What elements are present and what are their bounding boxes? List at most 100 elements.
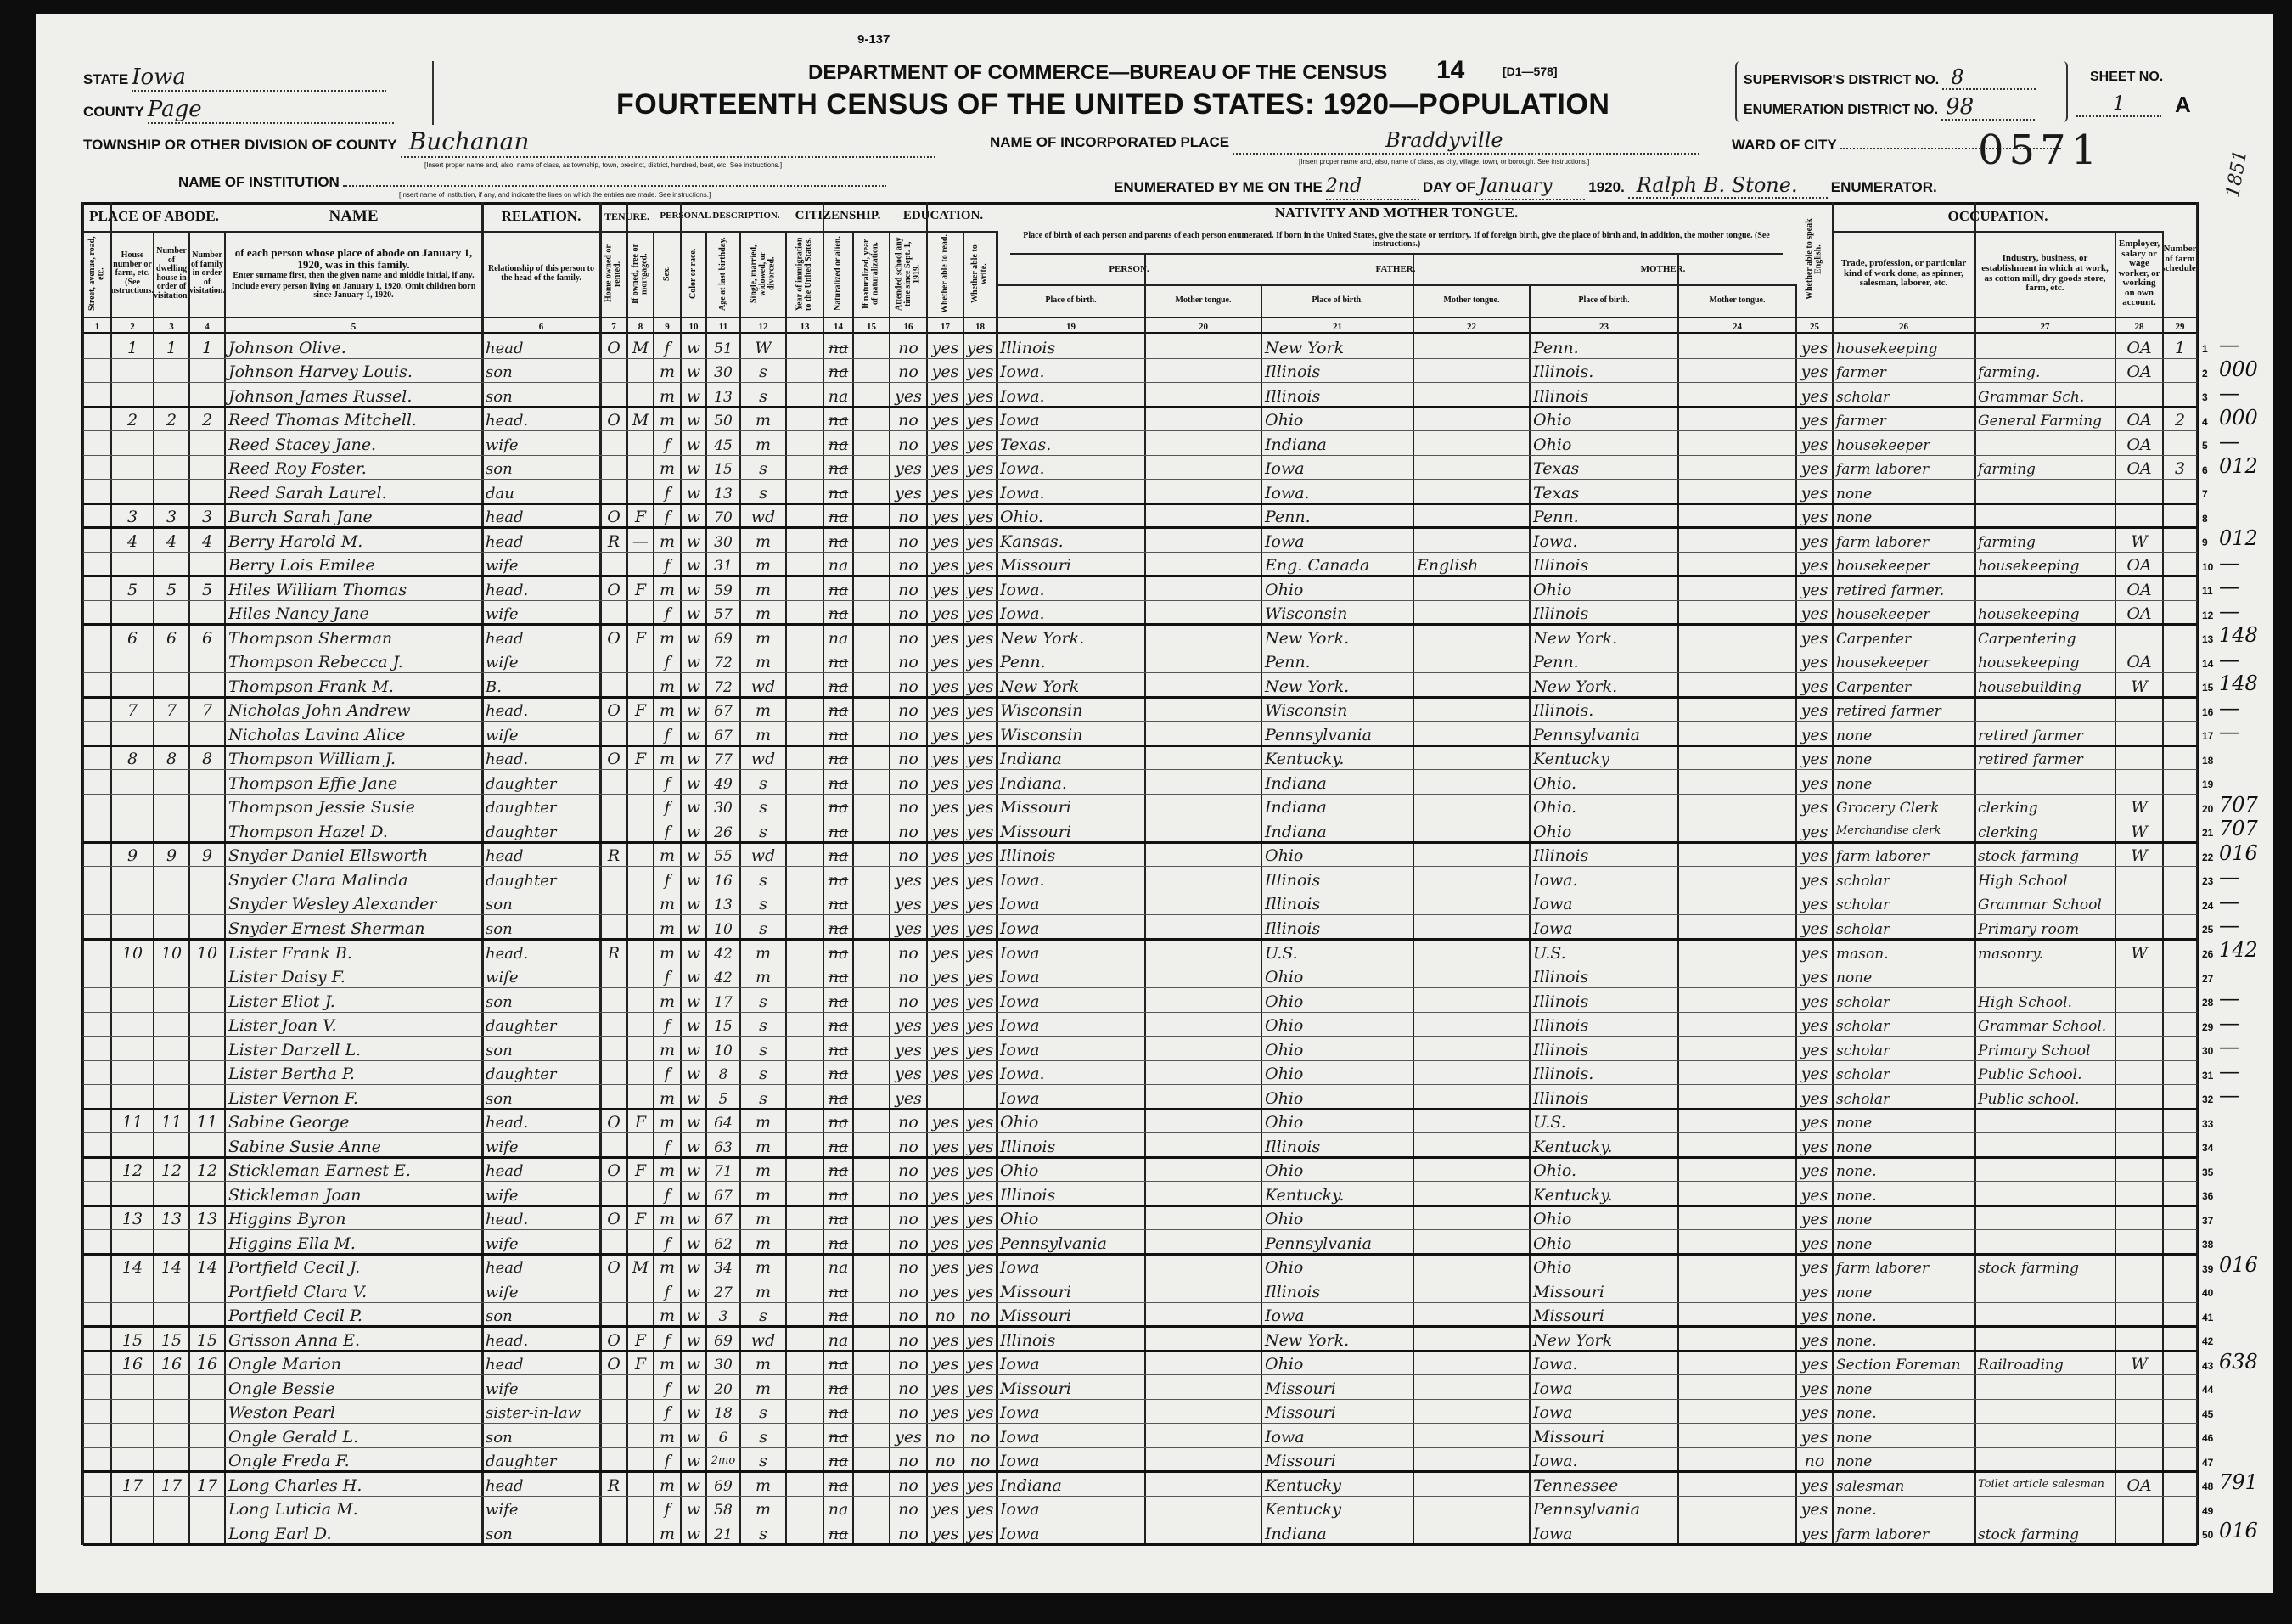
cell-col-2: 3 [126,508,138,527]
cell-col-18: yes [966,798,994,818]
cell-col-26: mason. [1836,945,1889,963]
cell-col-27: masonry. [1978,945,2044,963]
cell-col-3 [157,915,186,940]
cell-col-13 [789,964,820,989]
cell-col-25: yes [1800,968,1829,987]
cell-col-19: Iowa [1000,895,1040,914]
cell-col-9: m [659,1210,676,1229]
name-column-description: of each person whose place of abode on J… [225,231,482,317]
cell-col-10: w [686,508,701,527]
row-divider [83,502,2197,505]
person-name: Johnson Olive. [228,338,346,357]
cell-col-24 [1682,964,1793,989]
cell-col-17: yes [931,677,959,696]
cell-col-11: 67 [714,1211,733,1229]
cell-col-3 [157,359,186,384]
cell-col-23: Missouri [1533,1307,1604,1326]
cell-col-10: w [686,773,701,793]
cell-col-1 [87,770,108,795]
cell-col-16: yes [895,483,922,503]
cell-col-2 [115,1182,150,1206]
cell-col-3: 8 [166,750,177,769]
district-box [1735,61,2068,122]
column-header-26: Trade, profession, or particular kind of… [1840,258,1967,289]
cell-col-15 [857,1351,886,1376]
occupation-code: — [2219,647,2239,672]
cell-col-1 [87,601,108,626]
enumerator-label: ENUMERATOR. [1830,179,1937,195]
cell-col-1 [87,1182,108,1206]
cell-col-8 [631,940,650,964]
cell-col-2 [115,431,150,456]
cell-col-25: yes [1800,1475,1829,1495]
cell-col-13 [789,795,820,819]
cell-col-21: New York. [1265,628,1350,648]
cell-col-9: f [664,1233,671,1253]
cell-col-3: 2 [166,411,177,430]
cell-col-25: yes [1800,1040,1829,1059]
cell-col-24 [1682,843,1793,868]
cell-col-4 [193,1037,222,1061]
cell-col-21: Iowa [1265,531,1305,551]
cell-col-9: m [659,919,676,938]
cell-col-1 [87,480,108,504]
cell-col-19: Iowa. [1000,1065,1045,1084]
cell-col-16: no [898,1233,918,1253]
cell-col-23: Iowa [1533,895,1573,914]
person-name: Portfield Cecil J. [228,1258,361,1278]
column-header-22: Mother tongue. [1443,295,1500,305]
cell-col-25: yes [1800,508,1829,527]
cell-col-9: f [664,725,671,745]
line-number: 10 [2202,560,2214,573]
cell-col-27: High School. [1978,993,2072,1011]
occupation-code: — [2219,720,2239,745]
cell-col-28 [2119,1255,2160,1279]
cell-col-9: f [664,1137,671,1156]
cell-col-16: no [898,1210,918,1229]
cell-col-16: no [898,338,918,357]
cell-col-21: Pennsylvania [1265,1233,1372,1253]
person-name: Sabine Susie Anne [228,1137,381,1156]
cell-col-20 [1149,456,1258,480]
cell-col-13 [789,673,820,698]
cell-col-16: no [898,968,918,987]
person-name: Higgins Ella M. [228,1233,356,1253]
cell-col-10: w [686,653,701,672]
cell-col-28 [2119,698,2160,722]
cell-col-20 [1149,673,1258,698]
cell-col-20 [1149,601,1258,626]
column-number-10: 10 [681,317,706,336]
cell-col-26: none [1836,969,1873,987]
cell-col-28 [2119,1448,2160,1473]
cell-col-18: yes [966,1330,994,1350]
cell-col-2 [115,1085,150,1110]
cell-col-28: W [2131,943,2148,963]
group-heading-nativity: NATIVITY AND MOTHER TONGUE. [1274,205,1519,221]
cell-col-9: f [664,798,671,818]
cell-col-9: m [659,992,676,1011]
cell-col-25: yes [1800,798,1829,818]
cell-col-29 [2166,1424,2194,1448]
cell-col-7 [604,673,624,698]
cell-col-29: 1 [2174,338,2186,357]
cell-col-2 [115,988,150,1013]
row-divider [83,695,2197,699]
cell-col-22 [1417,722,1526,746]
cell-col-7 [604,1013,624,1037]
cell-col-10: w [686,1088,701,1108]
cell-col-4 [193,673,222,698]
cell-col-8: F [634,701,647,721]
cell-col-12: wd [750,846,776,866]
subgroup-person: PERSON. [997,255,1261,286]
cell-col-18: yes [966,895,994,914]
cell-col-22 [1417,1278,1526,1303]
line-number: 38 [2202,1239,2214,1251]
cell-col-15 [857,818,886,843]
cell-col-22 [1417,334,1526,359]
cell-col-18: yes [966,1475,994,1495]
township-label: TOWNSHIP OR OTHER DIVISION OF COUNTY [83,137,397,153]
cell-col-22 [1417,1400,1526,1425]
cell-col-15 [857,504,886,529]
cell-col-3 [157,1013,186,1037]
cell-col-12: s [759,362,767,382]
